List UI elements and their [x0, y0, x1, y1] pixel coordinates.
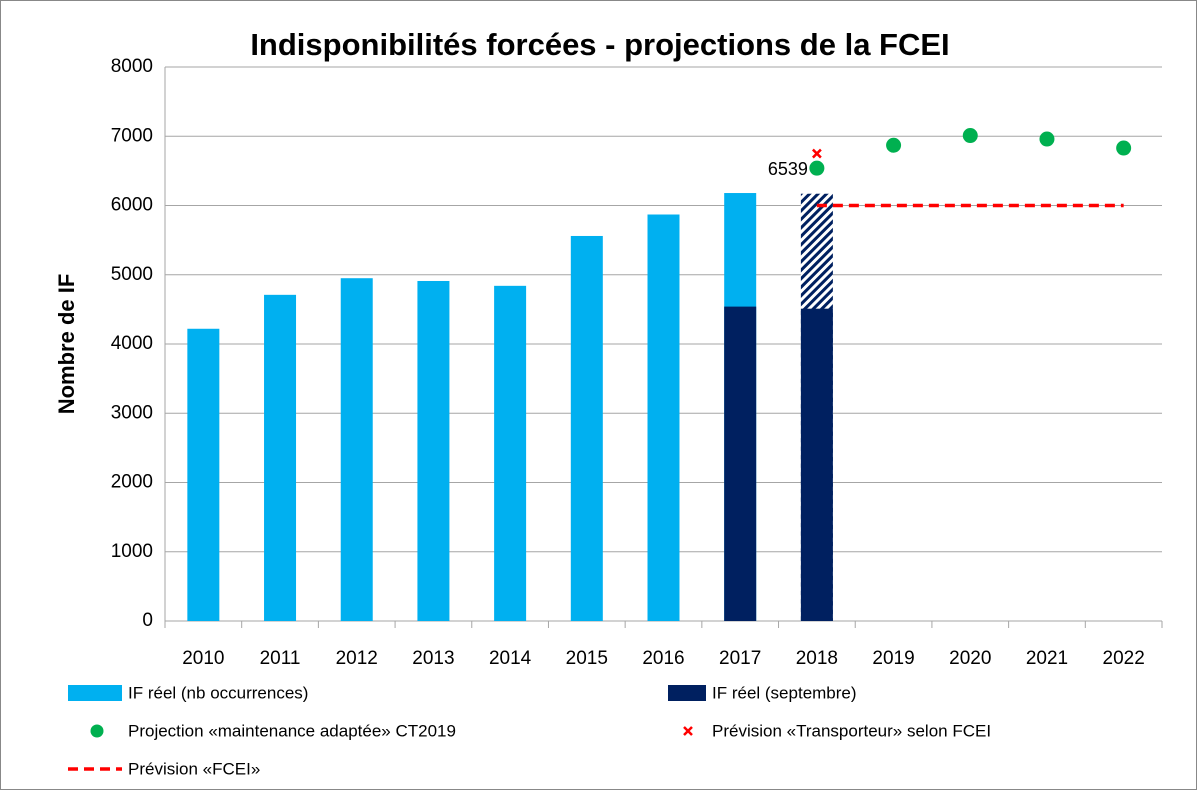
scatter-point [886, 137, 902, 153]
legend-label: IF réel (nb occurrences) [128, 683, 308, 702]
y-tick-label: 4000 [111, 333, 153, 354]
x-tick-label: 2013 [412, 648, 454, 669]
legend-swatch [683, 726, 693, 736]
x-tick-label: 2022 [1103, 648, 1145, 669]
x-tick-label: 2020 [949, 648, 991, 669]
chart-title: Indisponibilités forcées - projections d… [250, 27, 949, 62]
legend-swatch [668, 685, 706, 701]
y-tick-label: 5000 [111, 264, 153, 285]
scatter-point [809, 160, 825, 176]
scatter-point [962, 128, 978, 144]
x-tick-label: 2010 [182, 648, 224, 669]
y-tick-label: 6000 [111, 195, 153, 216]
x-tick-label: 2015 [566, 648, 608, 669]
y-tick-label: 3000 [111, 402, 153, 423]
data-label: 6539 [768, 159, 808, 179]
scatter-point [812, 148, 822, 159]
y-tick-label: 8000 [111, 56, 153, 77]
bar [187, 328, 220, 621]
x-tick-label: 2018 [796, 648, 838, 669]
x-tick-label: 2012 [336, 648, 378, 669]
y-tick-label: 0 [142, 610, 153, 631]
bar [647, 214, 680, 621]
legend-label: Prévision «FCEI» [128, 759, 260, 778]
legend-swatch [90, 724, 104, 738]
y-tick-label: 7000 [111, 125, 153, 146]
x-tick-label: 2017 [719, 648, 761, 669]
bar [724, 306, 757, 621]
y-axis-label: Nombre de IF [54, 274, 79, 415]
legend-label: Prévision «Transporteur» selon FCEI [712, 721, 991, 740]
x-tick-label: 2016 [642, 648, 684, 669]
bar [570, 235, 603, 621]
y-tick-label: 2000 [111, 472, 153, 493]
legend-label: Projection «maintenance adaptée» CT2019 [128, 721, 456, 740]
x-tick-label: 2014 [489, 648, 532, 669]
legend-swatch [68, 685, 122, 701]
bar [494, 285, 527, 621]
y-tick-label: 1000 [111, 541, 153, 562]
x-tick-label: 2019 [872, 648, 914, 669]
legend-label: IF réel (septembre) [712, 683, 857, 702]
bar [264, 294, 297, 621]
x-tick-label: 2011 [260, 648, 301, 669]
x-tick-label: 2021 [1026, 648, 1068, 669]
scatter-point [1116, 140, 1132, 156]
bar [417, 280, 450, 621]
bar [340, 278, 373, 621]
bar [800, 308, 833, 621]
scatter-point [1039, 131, 1055, 147]
